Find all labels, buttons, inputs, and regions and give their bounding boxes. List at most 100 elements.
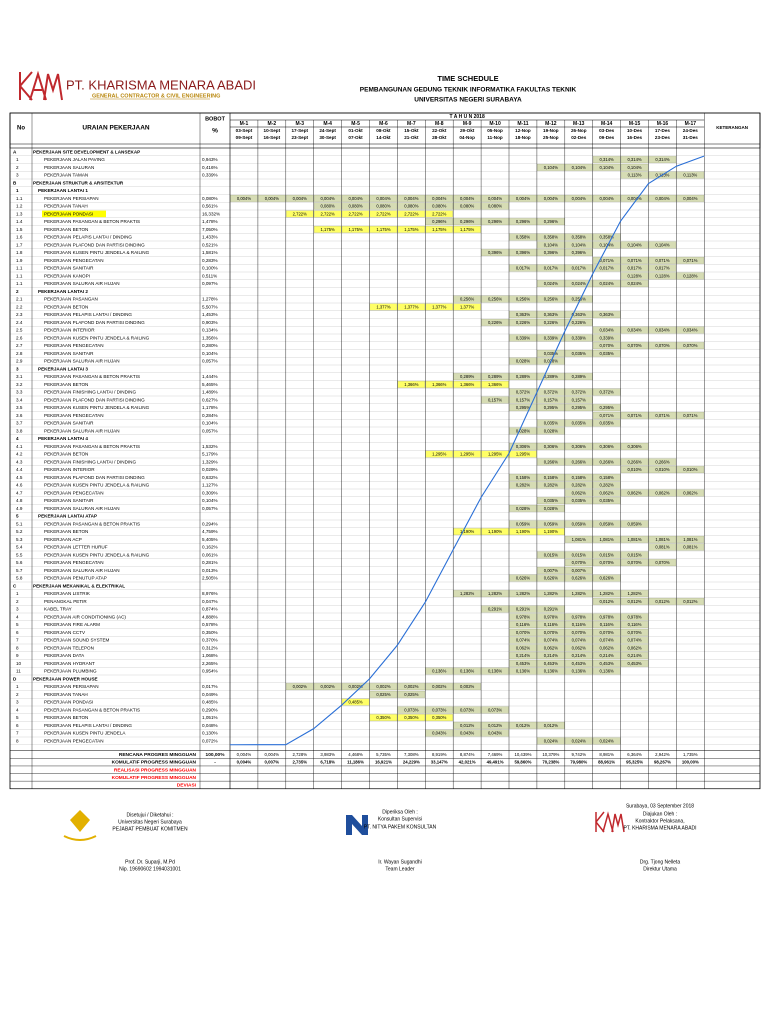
- summary-value: 0,004%: [237, 752, 252, 757]
- cell-value: 0,025%: [376, 692, 390, 697]
- cell-value: 0,059%: [600, 521, 614, 526]
- row-no: 5.1: [16, 521, 23, 526]
- row-name: PEKERJAAN PLAFOND DAN PARTISI DINDING: [44, 475, 145, 480]
- week-date: 03-Des: [599, 128, 615, 133]
- cell-bar: [676, 272, 705, 280]
- row-name: PEKERJAAN PASANGAN: [44, 297, 98, 302]
- week-label: M-15: [629, 121, 641, 127]
- cell-bar: [537, 264, 565, 272]
- cell-bar: [537, 334, 565, 342]
- cell-bar: [565, 280, 593, 288]
- row-bobot: 1,433%: [202, 235, 218, 240]
- cell-value: 0,080%: [488, 204, 502, 209]
- row-bobot: 1,489%: [202, 390, 218, 395]
- company-tagline: GENERAL CONTRACTOR & CIVIL ENGINEERING: [92, 93, 220, 99]
- cell-value: 0,062%: [516, 645, 530, 650]
- row-name: PEKERJAAN PELAPIS LANTAI / DINDING: [44, 312, 132, 317]
- cell-value: 0,035%: [544, 421, 558, 426]
- cell-value: 0,017%: [627, 266, 641, 271]
- cell-value: 0,214%: [627, 653, 641, 658]
- cell-bar: [509, 605, 537, 613]
- col-head: No: [17, 126, 25, 132]
- summary-value: 4,468%: [348, 752, 363, 757]
- cell-value: 0,004%: [348, 196, 362, 201]
- week-label: M-12: [545, 121, 557, 127]
- cell-value: 0,266%: [544, 459, 558, 464]
- cell-bar: [425, 194, 453, 202]
- consultant-logo: [346, 815, 368, 835]
- cell-bar: [648, 256, 677, 264]
- cell-bar: [648, 326, 677, 334]
- row-no: 4.1: [16, 444, 23, 449]
- row-bobot: 0,048%: [202, 723, 218, 728]
- cell-bar: [620, 613, 649, 621]
- cell-bar: [676, 543, 705, 551]
- cell-bar: [592, 411, 621, 419]
- cell-value: 2,722%: [404, 211, 418, 216]
- cell-value: 0,074%: [572, 638, 586, 643]
- cell-value: 0,339%: [572, 335, 586, 340]
- cell-bar: [620, 280, 649, 288]
- week-date: 07-Okt: [348, 135, 363, 140]
- cell-value: 0,010%: [627, 467, 641, 472]
- week-date: 25-Nop: [543, 135, 559, 140]
- week-label: M-14: [601, 121, 613, 127]
- cell-bar: [286, 683, 314, 691]
- cell-value: 0,028%: [544, 506, 558, 511]
- cell-bar: [537, 667, 565, 675]
- cell-value: 0,296%: [460, 219, 474, 224]
- cell-bar: [592, 342, 621, 350]
- cell-value: 0,071%: [600, 413, 614, 418]
- week-date: 10-Sept: [264, 128, 281, 133]
- row-no: 2: [16, 692, 19, 697]
- cell-bar: [453, 295, 481, 303]
- week-date: 17-Sept: [291, 128, 308, 133]
- cell-value: 1,190%: [488, 529, 502, 534]
- cell-value: 1,295%: [488, 452, 502, 457]
- cell-bar: [676, 194, 705, 202]
- cell-value: 0,035%: [572, 351, 586, 356]
- cell-bar: [537, 218, 565, 226]
- signature-line: PEJABAT PEMBUAT KOMITMEN: [112, 826, 188, 832]
- cell-value: 0,214%: [544, 653, 558, 658]
- row-bobot: 5,405%: [202, 537, 218, 542]
- cell-value: 0,453%: [544, 661, 558, 666]
- cell-bar: [453, 202, 481, 210]
- row-name: PEKERJAAN PENGECATAN: [44, 490, 104, 495]
- week-date: 05-Nop: [487, 128, 503, 133]
- cell-value: 1,282%: [516, 591, 530, 596]
- row-no: 2.5: [16, 328, 23, 333]
- cell-bar: [620, 241, 649, 249]
- summary-value: 24,229%: [403, 760, 420, 765]
- row-bobot: 1,127%: [202, 483, 218, 488]
- row-name: PEKERJAAN SANITAIR: [44, 421, 94, 426]
- cell-bar: [592, 636, 621, 644]
- cell-value: 0,034%: [627, 328, 641, 333]
- row-no: 7: [16, 638, 19, 643]
- cell-value: 0,358%: [600, 235, 614, 240]
- cell-bar: [565, 621, 593, 629]
- cell-bar: [397, 690, 426, 698]
- row-name: PEKERJAAN PASANGAN & BETON PRAKTIS: [44, 521, 140, 526]
- row-name: PEKERJAAN LANTAI 1: [38, 188, 88, 193]
- col-head: URAIAN PEKERJAAN: [82, 125, 149, 132]
- cell-bar: [620, 264, 649, 272]
- row-bobot: 1,068%: [202, 653, 218, 658]
- cell-bar: [509, 404, 537, 412]
- cell-bar: [620, 163, 649, 171]
- row-name: PEKERJAAN BETON: [44, 452, 88, 457]
- row-name: PEKERJAAN LANTAI 4: [38, 436, 88, 441]
- signature-line: Disetujui / Diketahui :: [127, 812, 174, 818]
- row-name: PEKERJAAN KUSEN PINTU JENDELA & RAILING: [44, 250, 150, 255]
- cell-value: 0,024%: [627, 281, 641, 286]
- row-name: PEKERJAAN FINISHING LANTAI / DINDING: [44, 390, 136, 395]
- row-name: PEKERJAAN LANTAI 2: [38, 289, 88, 294]
- cell-value: 0,024%: [544, 738, 558, 743]
- cell-value: 0,104%: [627, 165, 641, 170]
- cell-bar: [481, 295, 509, 303]
- row-name: PEKERJAAN HYDRANT: [44, 661, 95, 666]
- cell-value: 2,722%: [321, 211, 335, 216]
- cell-bar: [453, 303, 481, 311]
- cell-value: 1,190%: [516, 529, 530, 534]
- cell-bar: [509, 636, 537, 644]
